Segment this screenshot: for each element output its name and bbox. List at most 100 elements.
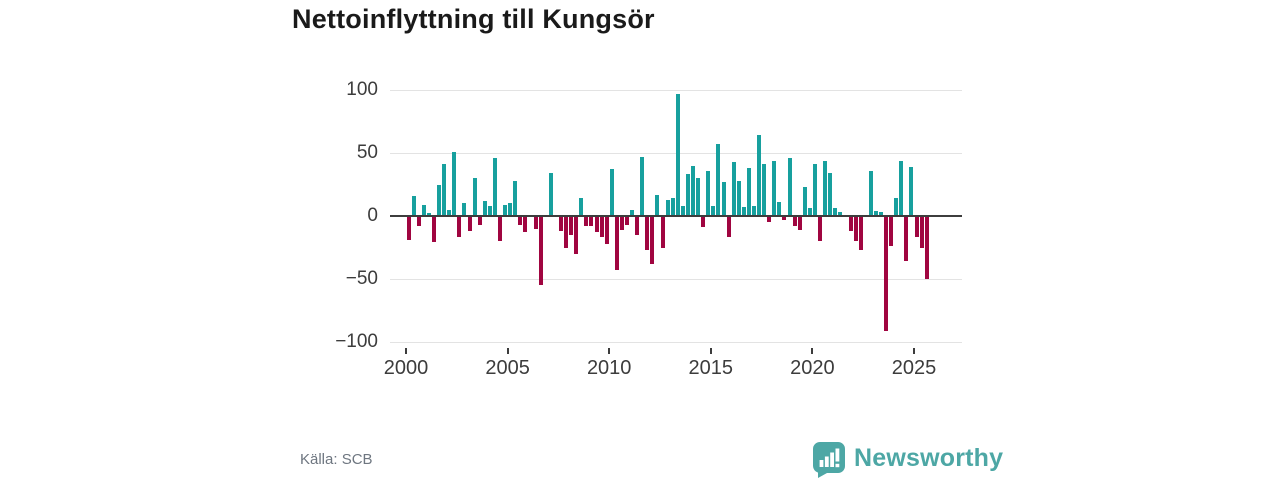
bar <box>548 173 553 216</box>
bar <box>701 216 706 228</box>
bar <box>792 216 797 227</box>
bar <box>411 195 416 216</box>
bar <box>833 208 838 216</box>
bar <box>467 216 472 232</box>
bar <box>807 208 812 216</box>
gridline <box>390 341 962 343</box>
bar <box>797 216 802 230</box>
gridline <box>390 278 962 280</box>
bar <box>452 151 457 216</box>
bar <box>416 216 421 227</box>
bar <box>818 216 823 242</box>
bar <box>696 178 701 216</box>
bar <box>650 216 655 264</box>
bar-chart: 100 50 0 −50 −100 2000 2005 2010 2015 2020 2025 <box>335 80 962 379</box>
brand-link[interactable]: Newsworthy <box>812 441 1003 479</box>
bar <box>670 198 675 216</box>
bar <box>757 135 762 216</box>
bar <box>442 164 447 216</box>
bar <box>691 165 696 216</box>
x-tick-mark <box>608 348 611 354</box>
bar <box>767 216 772 223</box>
bar <box>873 210 878 216</box>
bar <box>630 209 635 216</box>
bar <box>823 160 828 216</box>
x-tick-label: 2010 <box>586 357 632 379</box>
x-tick-mark <box>913 348 915 354</box>
bar <box>777 202 782 216</box>
bar <box>584 216 589 227</box>
bar <box>421 204 426 216</box>
bar <box>904 216 909 262</box>
bar <box>431 216 436 243</box>
y-tick-label: 0 <box>367 205 378 226</box>
brand-name: Newsworthy <box>854 444 1004 472</box>
bar <box>538 216 543 286</box>
bar <box>457 216 462 238</box>
bar <box>655 194 660 216</box>
bar <box>594 216 599 233</box>
bar <box>787 158 792 216</box>
bar <box>472 178 477 216</box>
bar <box>523 216 528 233</box>
bar <box>878 212 883 216</box>
bar <box>635 216 640 235</box>
bar <box>564 216 569 248</box>
bar <box>569 216 574 235</box>
bar <box>492 158 497 216</box>
bar <box>909 166 914 216</box>
bar <box>853 216 858 242</box>
bar <box>645 216 650 251</box>
bar <box>640 156 645 216</box>
bar <box>685 174 690 216</box>
y-tick-label: 50 <box>356 142 378 163</box>
bar <box>731 161 736 216</box>
bar <box>624 216 629 225</box>
bar <box>782 216 787 220</box>
bar <box>589 216 594 227</box>
bar <box>497 216 502 242</box>
bar <box>533 216 538 229</box>
bar <box>487 205 492 216</box>
bar <box>406 216 411 240</box>
bar <box>609 169 614 216</box>
bar <box>574 216 579 254</box>
source-note: Källa: SCB <box>300 451 373 468</box>
bar <box>812 164 817 216</box>
bar <box>437 184 442 216</box>
bar <box>838 212 843 216</box>
x-tick-label: 2025 <box>891 357 937 379</box>
bar <box>746 168 751 216</box>
bar <box>513 180 518 216</box>
bar <box>447 209 452 216</box>
x-tick-label: 2000 <box>383 357 429 379</box>
bar <box>660 216 665 248</box>
x-tick-mark <box>811 348 814 354</box>
bar <box>508 203 513 216</box>
y-tick-label: −100 <box>335 331 378 352</box>
bar <box>772 160 777 216</box>
bar <box>721 181 726 216</box>
bar <box>914 216 919 238</box>
bar <box>503 204 508 216</box>
bar <box>680 205 685 216</box>
bar <box>614 216 619 271</box>
x-tick-mark <box>709 348 712 354</box>
bar <box>751 205 756 216</box>
bar <box>894 198 899 216</box>
bar <box>868 170 873 216</box>
newsworthy-logo-icon <box>812 441 846 480</box>
bar <box>711 205 716 216</box>
x-tick-mark <box>405 348 407 354</box>
x-tick-mark <box>506 348 509 354</box>
bar <box>919 216 924 248</box>
bar <box>599 216 604 238</box>
bar <box>462 203 467 216</box>
bar <box>924 216 929 279</box>
bar <box>665 199 670 216</box>
bar <box>848 216 853 232</box>
y-tick-label: −50 <box>345 268 378 289</box>
bar <box>426 213 431 216</box>
bar <box>736 180 741 216</box>
bar <box>482 200 487 216</box>
